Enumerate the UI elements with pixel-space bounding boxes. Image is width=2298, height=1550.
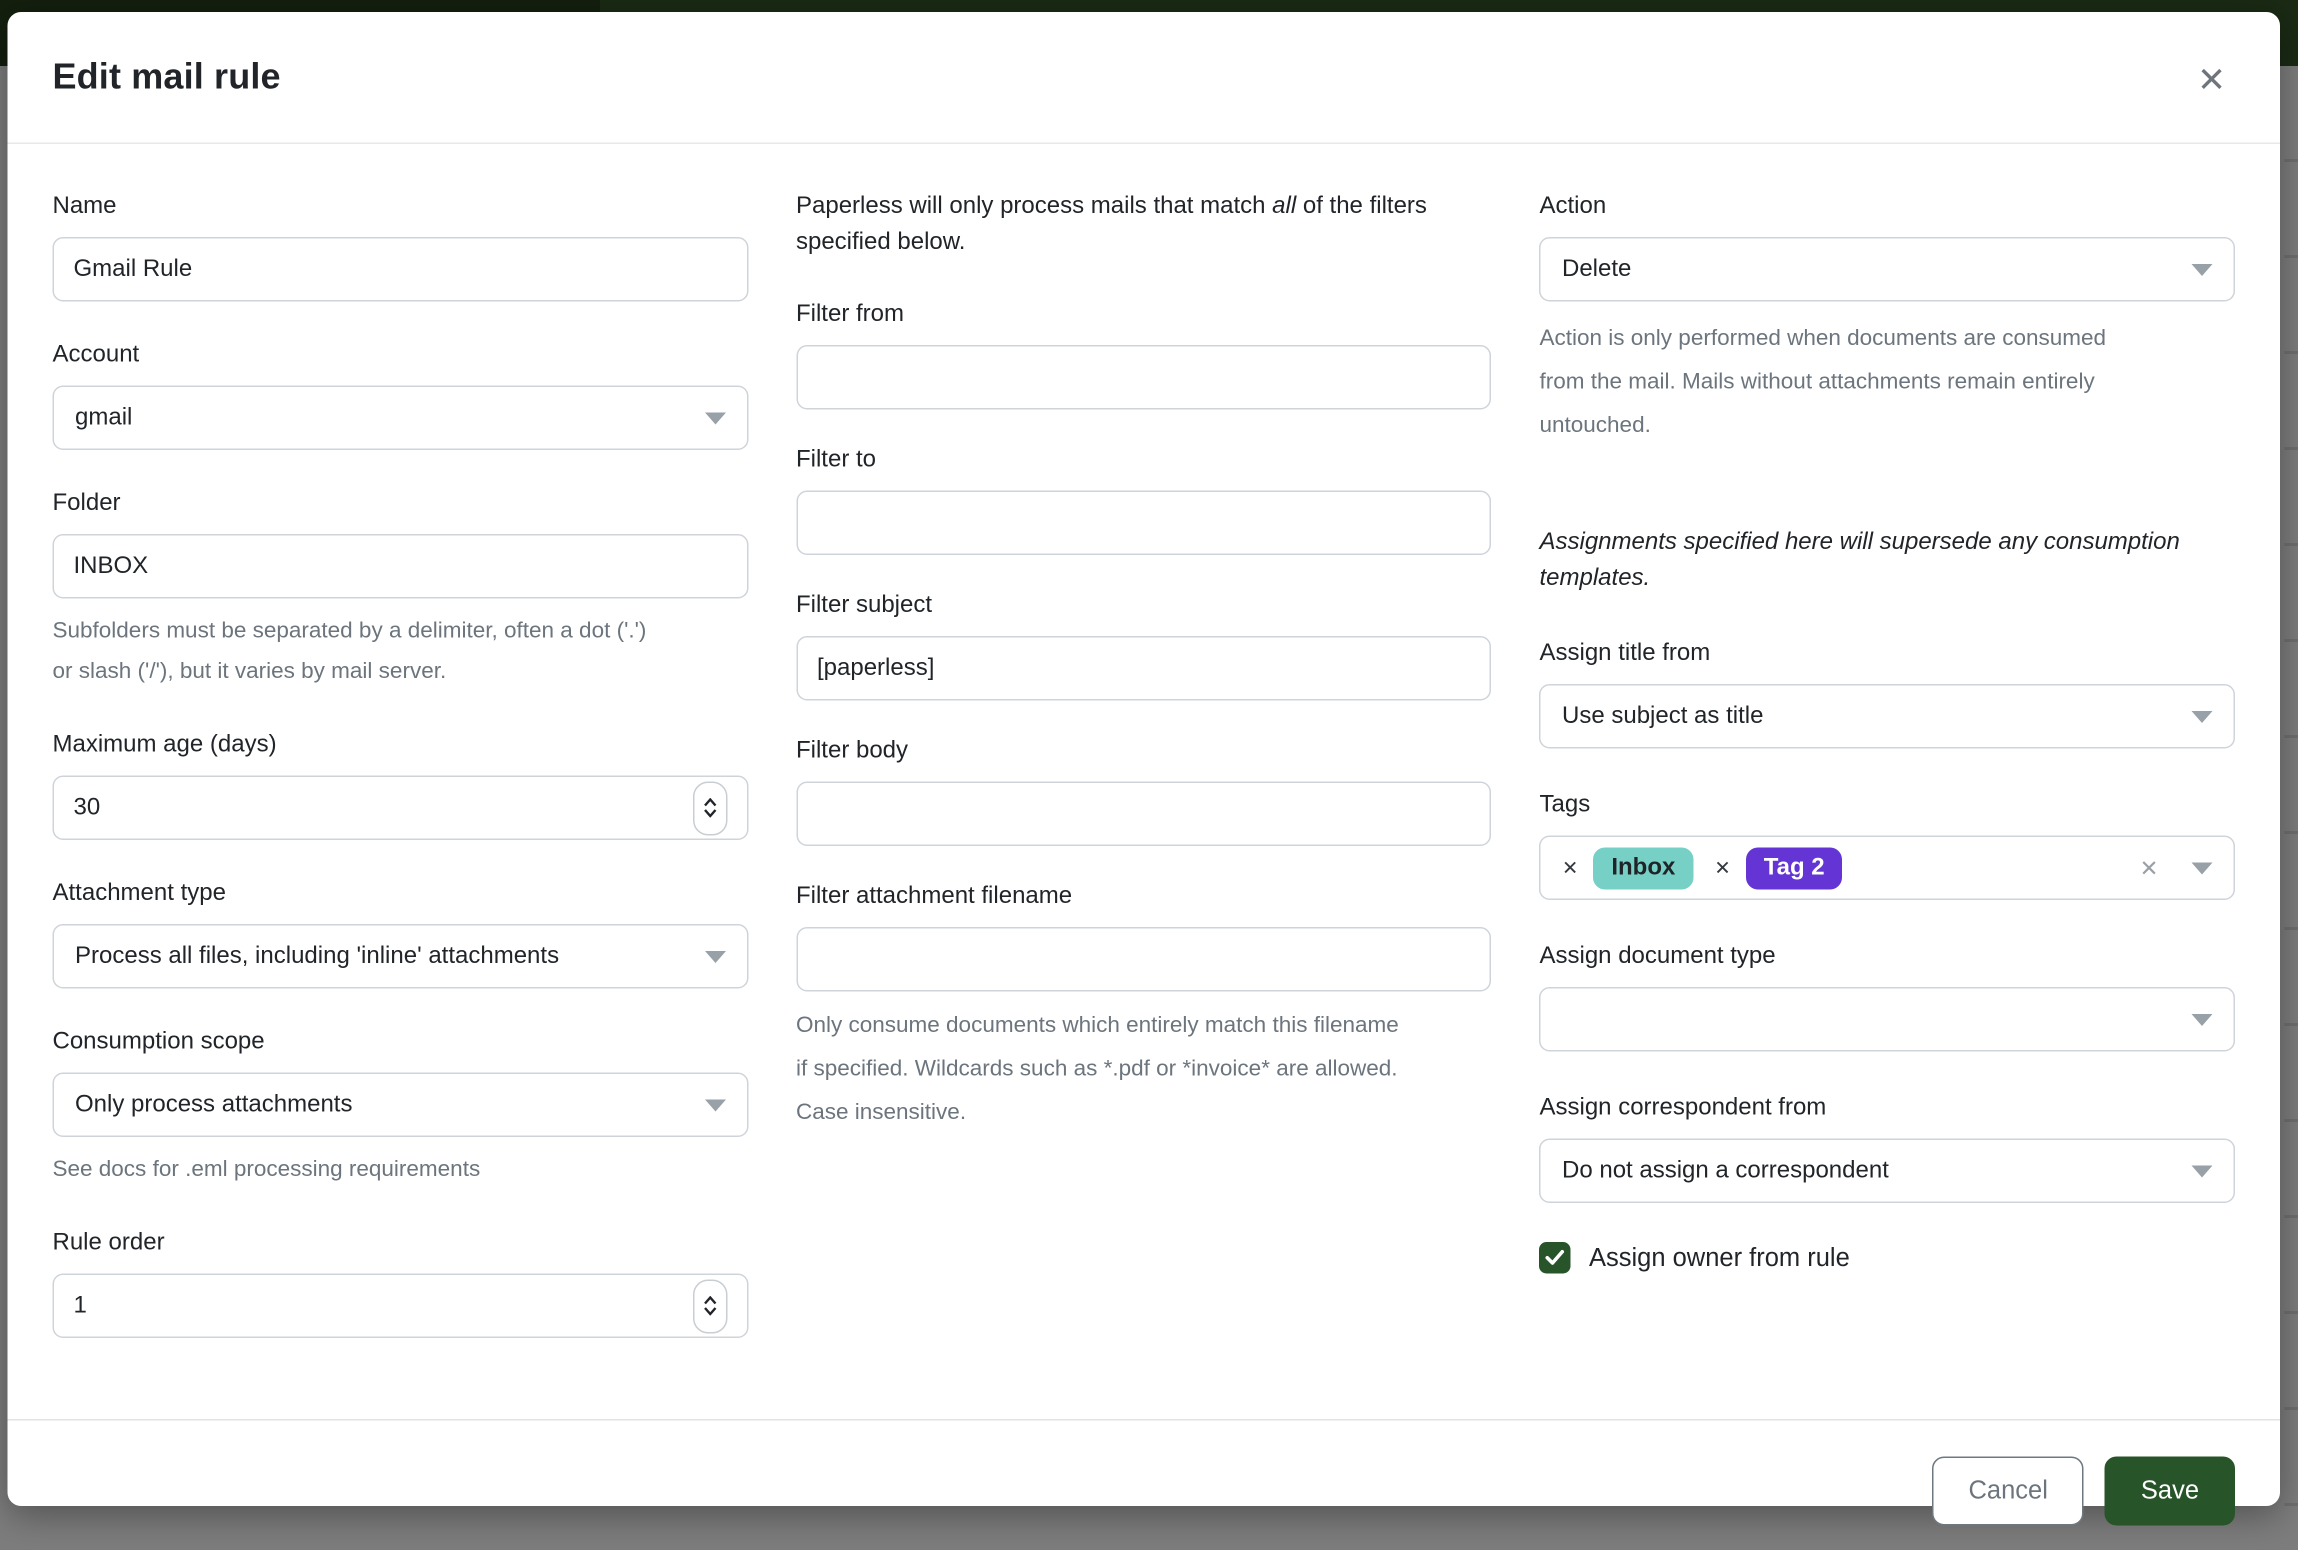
folder-help-text: Subfolders must be separated by a delimi… <box>53 611 748 692</box>
filters-intro-text: Paperless will only process mails that m… <box>796 189 1492 261</box>
rule-order-label: Rule order <box>53 1226 748 1262</box>
filter-body-label: Filter body <box>796 734 1492 770</box>
consumption-scope-help-text: See docs for .eml processing requirement… <box>53 1149 748 1190</box>
column-left: Name Account gmail Folder Subfolders mus… <box>53 189 748 1374</box>
folder-field-group: Folder Subfolders must be separated by a… <box>53 486 748 692</box>
page-rows-dimmed <box>2285 66 2298 1518</box>
account-select[interactable]: gmail <box>53 386 748 451</box>
stepper-down-icon <box>703 1307 717 1316</box>
action-select[interactable]: Delete <box>1539 237 2234 302</box>
chevron-down-icon <box>2191 862 2212 874</box>
name-label: Name <box>53 189 748 225</box>
assign-owner-checkbox[interactable] <box>1539 1242 1571 1274</box>
action-help-text: Action is only performed when documents … <box>1539 317 2234 448</box>
max-age-field-group: Maximum age (days) 30 <box>53 728 748 841</box>
number-stepper[interactable] <box>692 781 727 835</box>
column-action: Action Delete Action is only performed w… <box>1539 189 2234 1374</box>
assign-doc-type-label: Assign document type <box>1539 939 2234 975</box>
folder-label: Folder <box>53 486 748 522</box>
stepper-up-icon <box>703 798 717 807</box>
chevron-down-icon <box>704 1099 725 1111</box>
assign-correspondent-field-group: Assign correspondent from Do not assign … <box>1539 1091 2234 1204</box>
max-age-label: Maximum age (days) <box>53 728 748 764</box>
consumption-scope-field-group: Consumption scope Only process attachmen… <box>53 1025 748 1190</box>
account-label: Account <box>53 338 748 374</box>
tags-select[interactable]: ✕ Inbox ✕ Tag 2 ✕ <box>1539 836 2234 901</box>
chevron-down-icon <box>704 950 725 962</box>
filter-to-input[interactable] <box>796 491 1492 556</box>
save-button[interactable]: Save <box>2105 1457 2235 1526</box>
assign-title-label: Assign title from <box>1539 636 2234 672</box>
tag-badge-tag2: Tag 2 <box>1746 847 1843 889</box>
account-field-group: Account gmail <box>53 338 748 451</box>
chevron-down-icon <box>2191 263 2212 275</box>
assign-owner-row: Assign owner from rule <box>1539 1242 2234 1274</box>
cancel-button[interactable]: Cancel <box>1932 1457 2083 1526</box>
assign-doc-type-field-group: Assign document type <box>1539 939 2234 1052</box>
action-label: Action <box>1539 189 2234 225</box>
filter-filename-help-text: Only consume documents which entirely ma… <box>796 1004 1492 1135</box>
assign-doc-type-select[interactable] <box>1539 987 2234 1052</box>
name-field-group: Name <box>53 189 748 302</box>
action-field-group: Action Delete Action is only performed w… <box>1539 189 2234 447</box>
dialog-header: Edit mail rule ✕ <box>8 12 2281 144</box>
filter-to-field-group: Filter to <box>796 443 1492 556</box>
tags-label: Tags <box>1539 788 2234 824</box>
assign-correspondent-label: Assign correspondent from <box>1539 1091 2234 1127</box>
attachment-type-select[interactable]: Process all files, including 'inline' at… <box>53 924 748 989</box>
rule-order-field-group: Rule order 1 <box>53 1226 748 1339</box>
stepper-down-icon <box>703 809 717 818</box>
column-filters: Paperless will only process mails that m… <box>796 189 1492 1374</box>
folder-input[interactable] <box>53 534 748 599</box>
rule-order-input[interactable]: 1 <box>53 1274 748 1339</box>
tag-remove-icon[interactable]: ✕ <box>1714 856 1730 880</box>
assign-title-select[interactable]: Use subject as title <box>1539 684 2234 749</box>
filter-subject-field-group: Filter subject <box>796 588 1492 701</box>
filter-body-input[interactable] <box>796 782 1492 847</box>
filter-filename-field-group: Filter attachment filename Only consume … <box>796 879 1492 1134</box>
filter-from-label: Filter from <box>796 297 1492 333</box>
assign-owner-label: Assign owner from rule <box>1589 1243 1850 1273</box>
chevron-down-icon <box>2191 710 2212 722</box>
filter-from-input[interactable] <box>796 345 1492 410</box>
filter-subject-input[interactable] <box>796 636 1492 701</box>
consumption-scope-select[interactable]: Only process attachments <box>53 1073 748 1138</box>
consumption-scope-label: Consumption scope <box>53 1025 748 1061</box>
tags-field-group: Tags ✕ Inbox ✕ Tag 2 ✕ <box>1539 788 2234 901</box>
max-age-input[interactable]: 30 <box>53 776 748 841</box>
filter-body-field-group: Filter body <box>796 734 1492 847</box>
dialog-body: Name Account gmail Folder Subfolders mus… <box>8 144 2281 1419</box>
close-icon[interactable]: ✕ <box>2191 60 2232 101</box>
tag-remove-icon[interactable]: ✕ <box>1562 856 1578 880</box>
attachment-type-label: Attachment type <box>53 876 748 912</box>
chevron-down-icon <box>2191 1013 2212 1025</box>
chevron-down-icon <box>704 412 725 424</box>
name-input[interactable] <box>53 237 748 302</box>
assign-correspondent-select[interactable]: Do not assign a correspondent <box>1539 1139 2234 1204</box>
dialog-footer: Cancel Save <box>8 1419 2281 1550</box>
check-icon <box>1545 1250 1565 1267</box>
clear-icon[interactable]: ✕ <box>2140 854 2159 881</box>
edit-mail-rule-dialog: Edit mail rule ✕ Name Account gmail <box>8 12 2281 1506</box>
attachment-type-field-group: Attachment type Process all files, inclu… <box>53 876 748 989</box>
stepper-up-icon <box>703 1296 717 1305</box>
filter-subject-label: Filter subject <box>796 588 1492 624</box>
chevron-down-icon <box>2191 1165 2212 1177</box>
assignments-note-text: Assignments specified here will supersed… <box>1539 525 2234 597</box>
tag-badge-inbox: Inbox <box>1593 847 1693 889</box>
number-stepper[interactable] <box>692 1279 727 1333</box>
filter-filename-label: Filter attachment filename <box>796 879 1492 915</box>
dialog-title: Edit mail rule <box>53 57 281 99</box>
filter-from-field-group: Filter from <box>796 297 1492 410</box>
filter-to-label: Filter to <box>796 443 1492 479</box>
assign-title-field-group: Assign title from Use subject as title <box>1539 636 2234 749</box>
filter-filename-input[interactable] <box>796 927 1492 992</box>
